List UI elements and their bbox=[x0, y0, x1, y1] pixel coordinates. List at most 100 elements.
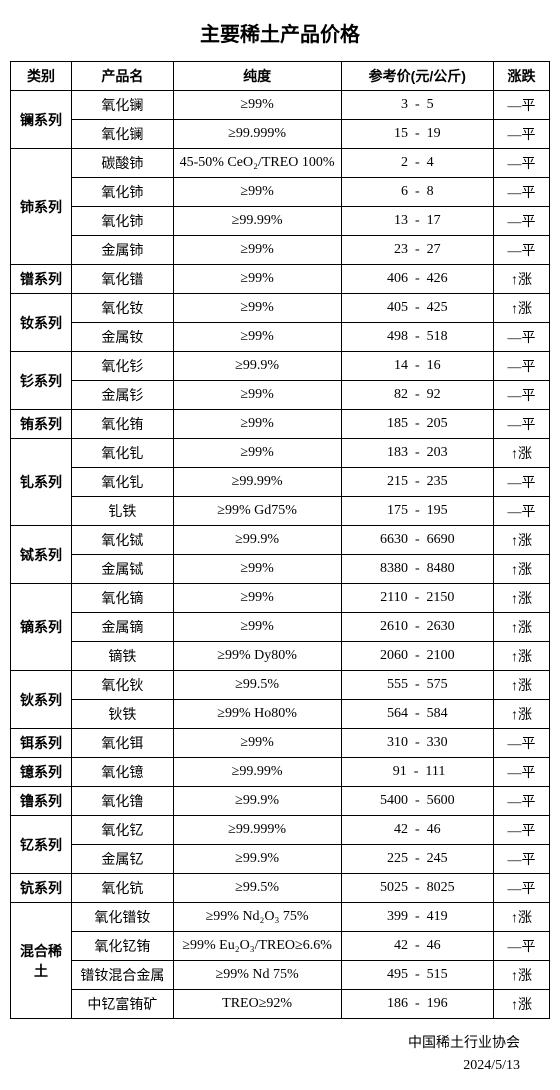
price-cell: 225 - 245 bbox=[341, 845, 494, 874]
trend-cell: —平 bbox=[494, 381, 550, 410]
product-cell: 氧化钬 bbox=[72, 671, 174, 700]
purity-cell: ≥99% bbox=[173, 439, 341, 468]
category-cell: 钪系列 bbox=[11, 874, 72, 903]
table-row: 氧化镧≥99.999% 15 - 19 —平 bbox=[11, 120, 550, 149]
trend-cell: —平 bbox=[494, 178, 550, 207]
product-cell: 中钇富铕矿 bbox=[72, 990, 174, 1019]
purity-cell: ≥99.9% bbox=[173, 787, 341, 816]
table-row: 钬铁≥99% Ho80% 564 - 584 ↑涨 bbox=[11, 700, 550, 729]
table-row: 铈系列碳酸铈45-50% CeO₂/TREO 100% 2 - 4 —平 bbox=[11, 149, 550, 178]
footer-org: 中国稀土行业协会 bbox=[10, 1033, 520, 1055]
price-cell: 183 - 203 bbox=[341, 439, 494, 468]
purity-cell: ≥99.999% bbox=[173, 816, 341, 845]
trend-cell: ↑涨 bbox=[494, 439, 550, 468]
product-cell: 氧化钆 bbox=[72, 439, 174, 468]
purity-cell: ≥99% bbox=[173, 613, 341, 642]
price-cell: 13 - 17 bbox=[341, 207, 494, 236]
trend-cell: —平 bbox=[494, 845, 550, 874]
product-cell: 金属钕 bbox=[72, 323, 174, 352]
category-cell: 镨系列 bbox=[11, 265, 72, 294]
trend-cell: —平 bbox=[494, 149, 550, 178]
price-cell: 5025 - 8025 bbox=[341, 874, 494, 903]
purity-cell: ≥99% bbox=[173, 236, 341, 265]
col-price: 参考价(元/公斤) bbox=[341, 62, 494, 91]
table-row: 铕系列氧化铕≥99% 185 - 205 —平 bbox=[11, 410, 550, 439]
product-cell: 氧化钇 bbox=[72, 816, 174, 845]
purity-cell: ≥99% Gd75% bbox=[173, 497, 341, 526]
product-cell: 氧化铽 bbox=[72, 526, 174, 555]
purity-cell: TREO≥92% bbox=[173, 990, 341, 1019]
table-row: 镧系列氧化镧≥99% 3 - 5 —平 bbox=[11, 91, 550, 120]
price-cell: 2610 - 2630 bbox=[341, 613, 494, 642]
table-row: 金属钇≥99.9% 225 - 245 —平 bbox=[11, 845, 550, 874]
price-cell: 555 - 575 bbox=[341, 671, 494, 700]
product-cell: 氧化钇铕 bbox=[72, 932, 174, 961]
table-row: 钆铁≥99% Gd75% 175 - 195 —平 bbox=[11, 497, 550, 526]
trend-cell: ↑涨 bbox=[494, 903, 550, 932]
table-row: 钕系列氧化钕≥99% 405 - 425 ↑涨 bbox=[11, 294, 550, 323]
table-row: 氧化铈≥99.99% 13 - 17 —平 bbox=[11, 207, 550, 236]
table-row: 混合稀土氧化镨钕≥99% Nd₂O₃ 75% 399 - 419 ↑涨 bbox=[11, 903, 550, 932]
product-cell: 金属铈 bbox=[72, 236, 174, 265]
purity-cell: ≥99% Eu₂O₃/TREO≥6.6% bbox=[173, 932, 341, 961]
purity-cell: ≥99.5% bbox=[173, 671, 341, 700]
product-cell: 碳酸铈 bbox=[72, 149, 174, 178]
trend-cell: —平 bbox=[494, 468, 550, 497]
trend-cell: —平 bbox=[494, 816, 550, 845]
table-row: 镱系列氧化镱≥99.99% 91 - 111 —平 bbox=[11, 758, 550, 787]
trend-cell: —平 bbox=[494, 729, 550, 758]
product-cell: 镨钕混合金属 bbox=[72, 961, 174, 990]
table-row: 镥系列氧化镥≥99.9% 5400 - 5600 —平 bbox=[11, 787, 550, 816]
product-cell: 氧化铕 bbox=[72, 410, 174, 439]
trend-cell: —平 bbox=[494, 932, 550, 961]
purity-cell: ≥99% bbox=[173, 91, 341, 120]
category-cell: 钕系列 bbox=[11, 294, 72, 352]
trend-cell: ↑涨 bbox=[494, 526, 550, 555]
price-cell: 215 - 235 bbox=[341, 468, 494, 497]
trend-cell: ↑涨 bbox=[494, 671, 550, 700]
product-cell: 氧化铈 bbox=[72, 207, 174, 236]
table-row: 镝系列氧化镝≥99% 2110 - 2150 ↑涨 bbox=[11, 584, 550, 613]
purity-cell: ≥99% bbox=[173, 584, 341, 613]
product-cell: 氧化镥 bbox=[72, 787, 174, 816]
product-cell: 氧化镧 bbox=[72, 91, 174, 120]
price-cell: 15 - 19 bbox=[341, 120, 494, 149]
table-row: 氧化钇铕≥99% Eu₂O₃/TREO≥6.6% 42 - 46 —平 bbox=[11, 932, 550, 961]
trend-cell: —平 bbox=[494, 410, 550, 439]
trend-cell: ↑涨 bbox=[494, 961, 550, 990]
price-cell: 6630 - 6690 bbox=[341, 526, 494, 555]
category-cell: 镧系列 bbox=[11, 91, 72, 149]
price-cell: 42 - 46 bbox=[341, 816, 494, 845]
table-row: 镨钕混合金属≥99% Nd 75% 495 - 515 ↑涨 bbox=[11, 961, 550, 990]
price-table: 类别 产品名 纯度 参考价(元/公斤) 涨跌 镧系列氧化镧≥99% 3 - 5 … bbox=[10, 61, 550, 1019]
product-cell: 氧化钐 bbox=[72, 352, 174, 381]
price-cell: 2 - 4 bbox=[341, 149, 494, 178]
category-cell: 钐系列 bbox=[11, 352, 72, 410]
purity-cell: ≥99.99% bbox=[173, 468, 341, 497]
purity-cell: ≥99% bbox=[173, 555, 341, 584]
table-row: 镝铁≥99% Dy80% 2060 - 2100 ↑涨 bbox=[11, 642, 550, 671]
header-row: 类别 产品名 纯度 参考价(元/公斤) 涨跌 bbox=[11, 62, 550, 91]
product-cell: 氧化镝 bbox=[72, 584, 174, 613]
price-cell: 2110 - 2150 bbox=[341, 584, 494, 613]
table-row: 钬系列氧化钬≥99.5% 555 - 575 ↑涨 bbox=[11, 671, 550, 700]
table-row: 金属镝≥99% 2610 - 2630 ↑涨 bbox=[11, 613, 550, 642]
product-cell: 氧化镱 bbox=[72, 758, 174, 787]
category-cell: 钆系列 bbox=[11, 439, 72, 526]
product-cell: 金属钐 bbox=[72, 381, 174, 410]
price-cell: 498 - 518 bbox=[341, 323, 494, 352]
category-cell: 铽系列 bbox=[11, 526, 72, 584]
trend-cell: —平 bbox=[494, 91, 550, 120]
table-row: 铽系列氧化铽≥99.9% 6630 - 6690 ↑涨 bbox=[11, 526, 550, 555]
col-product: 产品名 bbox=[72, 62, 174, 91]
purity-cell: ≥99.999% bbox=[173, 120, 341, 149]
price-cell: 310 - 330 bbox=[341, 729, 494, 758]
category-cell: 铕系列 bbox=[11, 410, 72, 439]
category-cell: 镥系列 bbox=[11, 787, 72, 816]
purity-cell: ≥99% bbox=[173, 381, 341, 410]
product-cell: 钬铁 bbox=[72, 700, 174, 729]
product-cell: 氧化铈 bbox=[72, 178, 174, 207]
category-cell: 镱系列 bbox=[11, 758, 72, 787]
product-cell: 金属钇 bbox=[72, 845, 174, 874]
table-row: 金属钕≥99% 498 - 518 —平 bbox=[11, 323, 550, 352]
